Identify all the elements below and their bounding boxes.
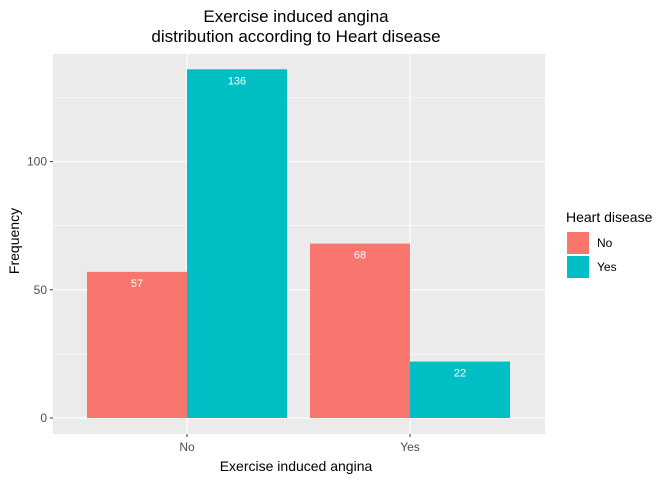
legend-label: Yes	[597, 260, 617, 274]
legend-title: Heart disease	[566, 209, 653, 225]
y-axis: 0 50 100	[27, 155, 53, 425]
x-tick-label: Yes	[400, 440, 420, 454]
data-labels: 57 136 68 22	[131, 75, 466, 379]
y-axis-title: Frequency	[6, 208, 22, 274]
bars	[87, 69, 510, 419]
x-axis-title: Exercise induced angina	[220, 458, 373, 474]
legend-key-no	[567, 232, 589, 254]
chart-subtitle: distribution according to Heart disease	[151, 27, 440, 46]
bar-no-yes	[187, 69, 287, 419]
bar-yes-no	[310, 243, 410, 418]
bar-yes-yes	[410, 361, 510, 418]
data-label: 136	[228, 75, 246, 87]
y-tick-label: 50	[34, 283, 48, 297]
legend-key-yes	[567, 256, 589, 278]
bar-no-no	[87, 271, 187, 418]
x-axis: No Yes	[179, 434, 420, 454]
legend: Heart disease No Yes	[566, 209, 653, 278]
legend-label: No	[597, 236, 613, 250]
data-label: 57	[131, 278, 143, 290]
x-tick-label: No	[179, 440, 195, 454]
data-label: 68	[354, 250, 366, 262]
data-label: 22	[454, 368, 466, 380]
y-tick-label: 0	[40, 411, 47, 425]
y-tick-label: 100	[27, 155, 47, 169]
chart-title: Exercise induced angina	[203, 7, 389, 26]
